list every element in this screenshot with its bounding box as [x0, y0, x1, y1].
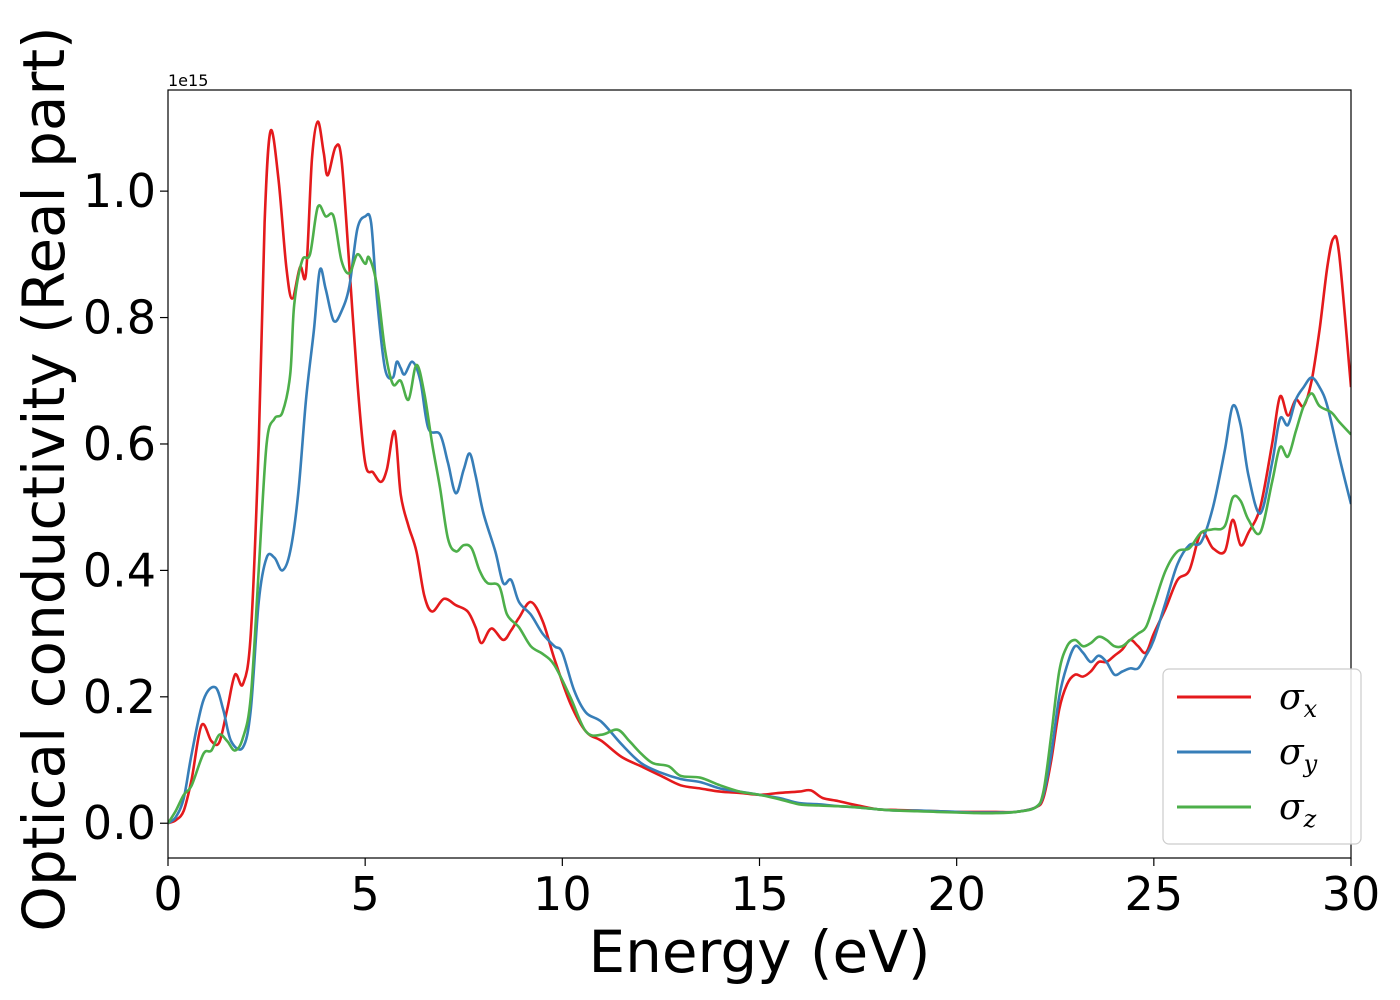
y-offset-label: 1e15: [168, 71, 208, 90]
ticks-layer: 0 5 10 15 20 25 30 0.0 0.2 0.4 0.6 0.8 1.0: [83, 164, 1380, 921]
legend-label-subscript: x: [1304, 695, 1318, 723]
legend-label-subscript: z: [1303, 805, 1317, 833]
x-tick-label: 15: [730, 867, 789, 921]
y-tick-label: 0.8: [83, 291, 156, 345]
legend-label-x: σx: [1279, 677, 1318, 723]
legend-label-z: σz: [1279, 787, 1317, 833]
legend-label-subscript: y: [1303, 750, 1318, 778]
series-layer: [168, 120, 1351, 825]
legend-label-base: σ: [1279, 677, 1305, 718]
legend-label-base: σ: [1279, 787, 1305, 828]
y-tick-label: 0.6: [83, 417, 156, 471]
legend-frame: [1162, 668, 1362, 845]
legend-label-base: σ: [1279, 732, 1305, 773]
y-tick-label: 0.4: [83, 543, 156, 597]
x-tick-label: 10: [533, 867, 592, 921]
x-axis-title: Energy (eV): [588, 918, 930, 986]
x-tick-label: 20: [927, 867, 986, 921]
x-tick-label: 30: [1322, 867, 1381, 921]
x-tick-label: 25: [1125, 867, 1184, 921]
y-tick-label: 1.0: [83, 164, 156, 218]
y-tick-label: 0.0: [83, 796, 156, 850]
y-axis-title: Optical conductivity (Real part): [10, 26, 78, 931]
x-tick-label: 0: [153, 867, 182, 921]
legend-label-y: σy: [1279, 732, 1318, 778]
series-line-y: [168, 212, 1351, 825]
x-tick-label: 5: [351, 867, 380, 921]
y-tick-label: 0.2: [83, 670, 156, 724]
series-line-z: [168, 204, 1351, 824]
